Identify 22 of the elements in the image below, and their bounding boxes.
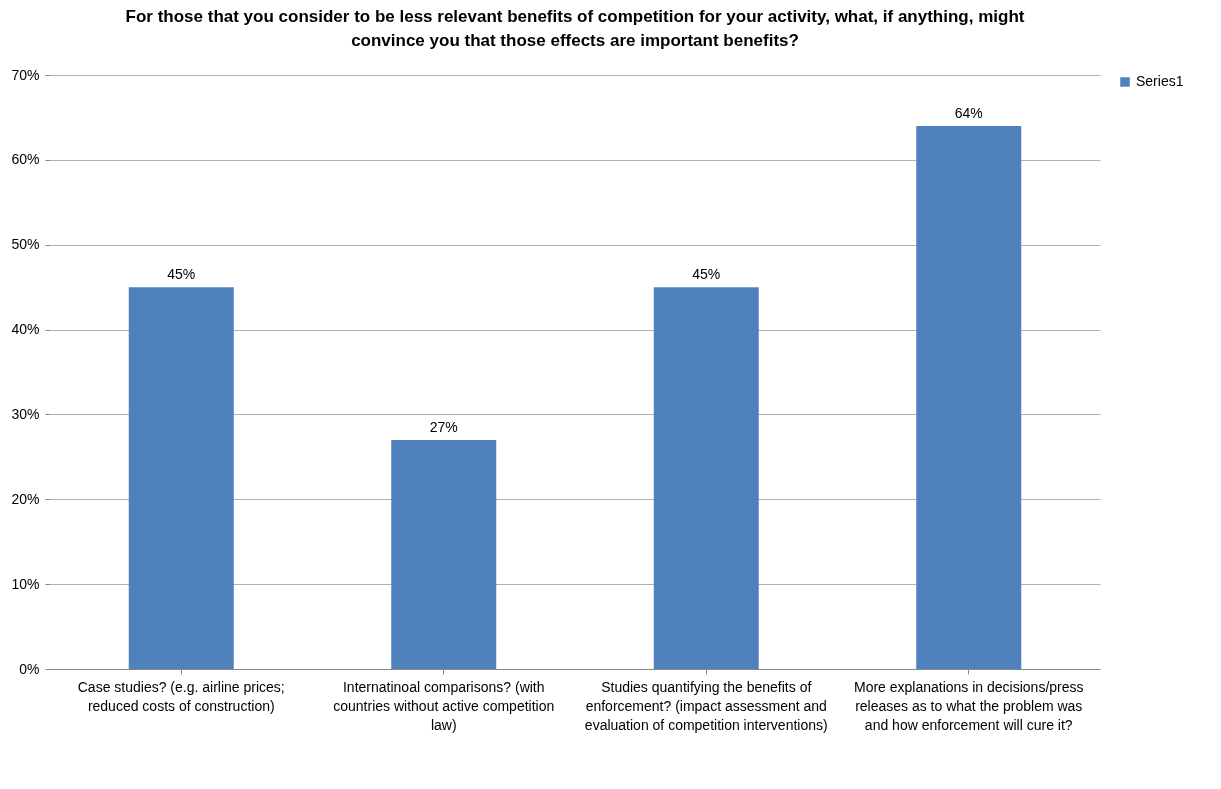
x-tick-label: More explanations in decisions/press releases as to what the problem was and how enforcement will cure it? [853, 678, 1084, 733]
data-label: 45% [692, 266, 721, 283]
x-tick-label: Studies quantifying the benefits of enforcement? (impact assessment and evaluation of competition interventions) [584, 678, 828, 733]
bar [391, 439, 497, 669]
x-tick-label: Internatinoal comparisons? (with countries without active competition law) [333, 678, 555, 733]
chart-title: For those that you consider to be less relevant benefits of competition for your activity, what, if anything, might convince you that those effects are important benefits? [125, 7, 1025, 50]
bar [916, 125, 1022, 669]
y-tick-label: 70% [11, 66, 40, 83]
y-tick-label: 60% [11, 151, 40, 168]
bar [653, 287, 759, 669]
bar [128, 287, 234, 669]
data-label: 27% [429, 418, 458, 435]
x-tick-label: Case studies? (e.g. airline prices; reduced costs of construction) [77, 678, 285, 714]
y-tick-label: 40% [11, 321, 40, 338]
y-tick-label: 50% [11, 236, 40, 253]
y-tick-label: 0% [19, 660, 40, 677]
data-label: 64% [954, 104, 983, 121]
y-tick-label: 30% [11, 405, 40, 422]
data-label: 45% [167, 266, 196, 283]
y-tick-label: 10% [11, 575, 40, 592]
legend-label: Series1 [1136, 73, 1184, 89]
y-tick-label: 20% [11, 490, 40, 507]
